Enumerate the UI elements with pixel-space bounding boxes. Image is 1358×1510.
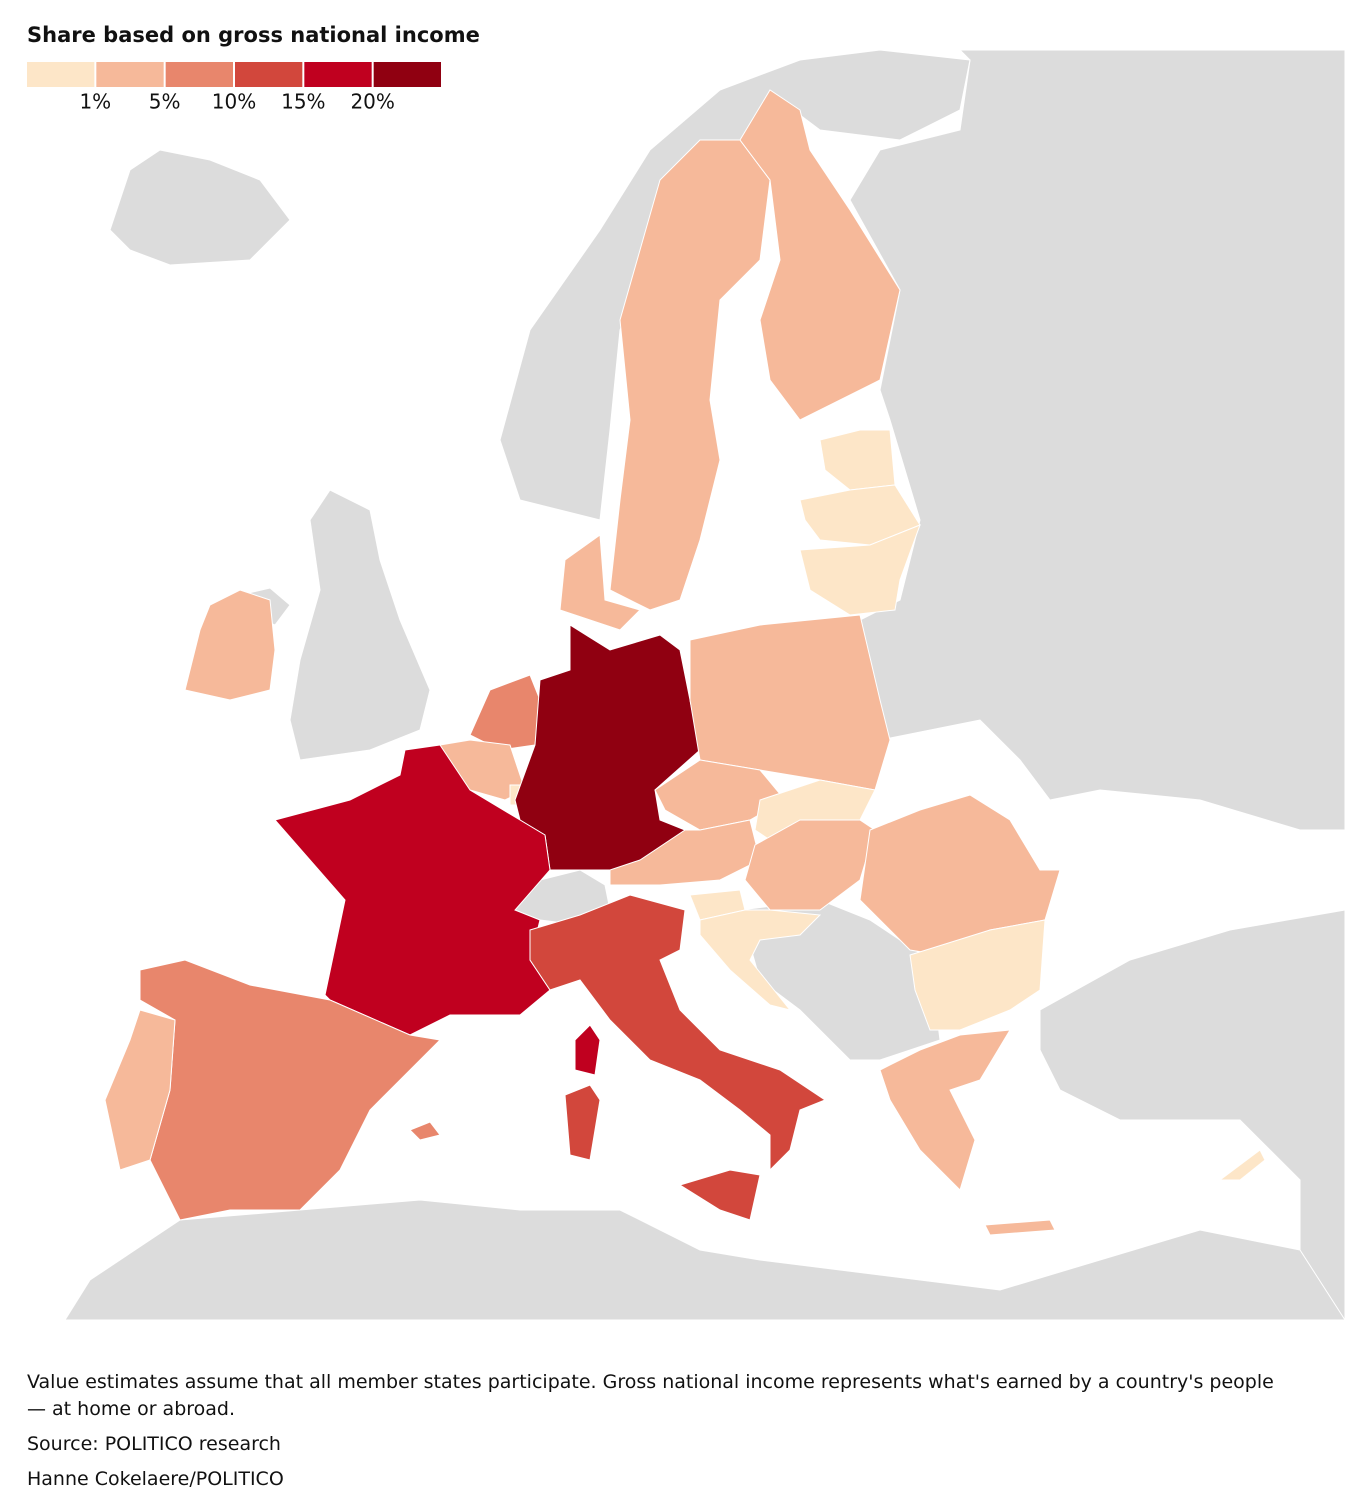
country <box>678 1169 761 1221</box>
land <box>289 489 431 761</box>
legend-label: 15% <box>281 90 325 114</box>
land <box>739 899 941 1061</box>
source: Source: POLITICO research <box>27 1433 281 1455</box>
land <box>64 1199 1346 1321</box>
background-land <box>64 49 1346 1321</box>
country <box>879 1029 1011 1191</box>
legend-swatch <box>27 62 95 87</box>
country <box>469 674 541 751</box>
legend-label: 20% <box>350 90 394 114</box>
countries <box>104 89 1266 1236</box>
country <box>799 524 921 616</box>
legend-swatch <box>96 62 164 87</box>
legend-label: 1% <box>79 90 111 114</box>
country <box>564 1084 601 1161</box>
map: Share based on gross national income 1% 5… <box>27 23 1346 1321</box>
legend-title: Share based on gross national income <box>27 23 480 47</box>
country <box>529 894 827 1172</box>
country <box>744 819 876 911</box>
land <box>849 49 1346 831</box>
country <box>104 1009 176 1171</box>
country <box>859 794 1061 956</box>
land <box>514 869 611 926</box>
legend-label: 5% <box>149 90 181 114</box>
legend-label: 10% <box>212 90 256 114</box>
legend: 1% 5% 10% 15% 20% <box>27 62 441 114</box>
note: Value estimates assume that all member s… <box>27 1371 1274 1393</box>
country <box>184 589 276 701</box>
country <box>909 919 1046 1031</box>
legend-swatch <box>235 62 303 87</box>
land <box>109 149 291 266</box>
country <box>609 819 761 886</box>
note: — at home or abroad. <box>27 1398 236 1420</box>
country <box>819 429 896 491</box>
country <box>739 89 901 421</box>
legend-swatch <box>304 62 372 87</box>
legend-swatch <box>165 62 233 87</box>
credit: Hanne Cokelaere/POLITICO <box>27 1468 284 1490</box>
country <box>984 1219 1056 1236</box>
country <box>574 1024 601 1076</box>
country <box>699 909 822 1011</box>
country <box>559 534 641 631</box>
country <box>1218 1149 1266 1181</box>
country <box>409 1121 441 1141</box>
legend-swatch <box>373 62 441 87</box>
